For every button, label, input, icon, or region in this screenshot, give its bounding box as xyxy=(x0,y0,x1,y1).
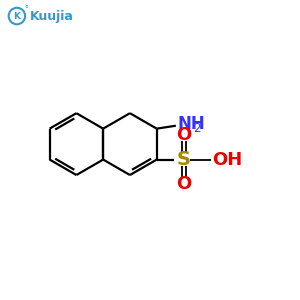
Text: 2: 2 xyxy=(193,122,200,135)
Text: OH: OH xyxy=(212,151,243,169)
Text: Kuujia: Kuujia xyxy=(30,10,74,22)
Text: S: S xyxy=(177,150,191,169)
Text: K: K xyxy=(14,11,20,20)
Text: NH: NH xyxy=(177,115,205,133)
Text: O: O xyxy=(176,126,191,144)
Text: O: O xyxy=(176,175,191,193)
Text: °: ° xyxy=(24,5,28,14)
